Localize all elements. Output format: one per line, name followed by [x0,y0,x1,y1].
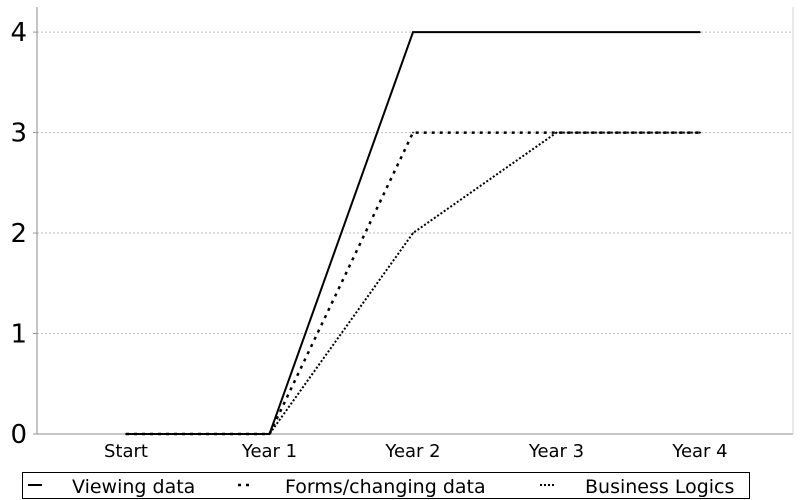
legend-label: Viewing data [72,476,195,498]
x-tick-label: Year 1 [241,441,297,462]
series-2-point [268,433,271,435]
series-line-2 [126,131,700,435]
series-0-point [412,31,414,33]
legend-label: Business Logics [585,476,734,498]
y-tick-labels: 0 1 2 3 4 [10,18,27,450]
x-tick-label: Year 2 [384,441,440,462]
x-tick-label: Start [104,441,148,462]
series-1-point [412,131,414,134]
legend: Viewing data Forms/changing data Business … [22,472,750,499]
series-line-1 [126,131,700,436]
series-2-point [699,131,701,134]
axes [33,7,794,435]
series-2-point [555,131,558,134]
x-tick-labels: Start Year 1 Year 2 Year 3 Year 4 [104,441,728,462]
x-tick-label: Year 3 [528,441,584,462]
series-2-point [412,232,414,234]
y-tick-label: 0 [10,420,27,450]
legend-label: Forms/changing data [285,476,486,498]
series-2-point [125,433,127,435]
legend-box [22,472,750,499]
y-tick-label: 3 [10,119,27,149]
y-tick-label: 2 [10,219,27,249]
y-tick-label: 4 [10,18,27,48]
series-0-point [555,31,558,33]
x-tick-label: Year 4 [671,441,727,462]
series-lines [125,31,701,436]
series-0-point [699,31,701,33]
grid-lines [37,31,793,335]
y-tick-label: 1 [10,320,27,350]
